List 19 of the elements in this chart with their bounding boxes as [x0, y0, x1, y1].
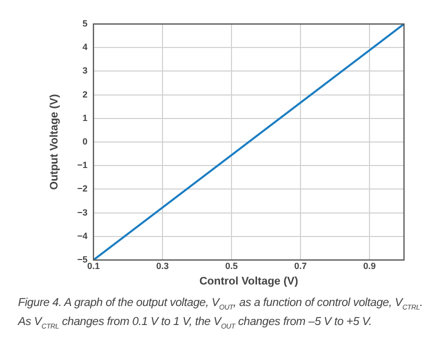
y-tick-label: 1: [82, 112, 88, 123]
x-tick-label: 0.1: [87, 260, 100, 271]
x-axis-title: Control Voltage (V): [199, 275, 298, 288]
y-tick-label: −4: [77, 230, 88, 241]
y-tick-label: −3: [77, 207, 88, 218]
y-tick-label: −1: [77, 160, 88, 170]
x-tick-label: 0.7: [294, 260, 307, 271]
text: Figure 4. A graph of the output voltage, V$_{OUT}$, as a function of control voltage, V$_{CTRL}$. As V$_{CTRL}$ changes from 0.1 V to 1 V, the V$_{OUT}$ changes from –5 V to +5 V.: [18, 297, 423, 331]
y-tick-label: 2: [82, 89, 88, 100]
x-tick-label: 0.3: [156, 260, 169, 271]
y-tick-label: −5: [77, 254, 88, 264]
y-tick-label: −2: [77, 184, 88, 194]
x-tick-label: 0.5: [225, 260, 238, 271]
x-tick-label: 0.9: [363, 260, 376, 271]
y-tick-label: 3: [82, 66, 88, 76]
y-axis-title: Output Voltage (V): [48, 94, 61, 190]
y-tick-label: 0: [82, 136, 88, 146]
y-tick-label: 4: [82, 42, 88, 52]
y-tick-label: 5: [82, 18, 88, 28]
